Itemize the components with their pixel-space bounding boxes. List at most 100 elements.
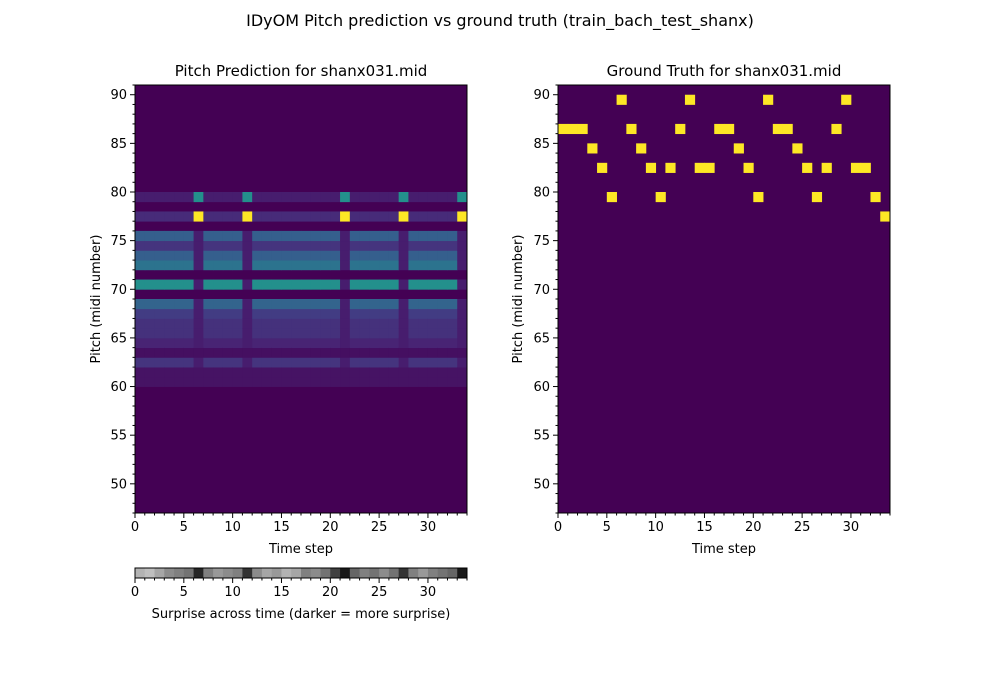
prediction-cell — [232, 318, 243, 329]
prediction-cell — [281, 328, 292, 339]
prediction-cell — [183, 357, 194, 368]
prediction-cell — [291, 308, 302, 319]
prediction-cell — [222, 318, 234, 329]
prediction-cell — [154, 250, 165, 261]
prediction-cell — [330, 279, 341, 290]
prediction-cell — [252, 260, 263, 271]
prediction-cell — [369, 347, 380, 358]
ground-truth-note — [724, 123, 735, 135]
surprise-cell — [301, 568, 312, 578]
prediction-cell — [222, 347, 234, 358]
prediction-cell — [135, 308, 146, 319]
prediction-cell — [232, 299, 243, 310]
prediction-cell — [310, 230, 321, 242]
prediction-cell — [437, 328, 448, 339]
prediction-cell — [222, 192, 234, 203]
prediction-cell — [349, 347, 360, 358]
prediction-cell — [437, 230, 448, 242]
prediction-cell — [291, 192, 302, 203]
prediction-cell — [398, 211, 409, 222]
prediction-cell — [301, 308, 312, 319]
prediction-cell — [398, 367, 409, 378]
prediction-cell — [437, 308, 448, 319]
prediction-cell — [291, 299, 302, 310]
prediction-cell — [408, 279, 419, 290]
prediction-cell — [281, 230, 292, 242]
prediction-cell — [242, 299, 253, 310]
prediction-cell — [437, 250, 448, 261]
prediction-cell — [418, 347, 429, 358]
prediction-cell — [457, 211, 468, 222]
surprise-cell — [418, 568, 429, 578]
x-tick-label: 0 — [554, 520, 562, 535]
prediction-cell — [447, 367, 458, 378]
prediction-cell — [144, 299, 155, 310]
prediction-cell — [340, 192, 351, 203]
x-tick-label: 30 — [843, 520, 860, 535]
prediction-cell — [388, 367, 400, 378]
ground-truth-note — [684, 94, 696, 105]
y-tick-label: 65 — [533, 331, 550, 346]
prediction-cell — [154, 347, 165, 358]
prediction-cell — [349, 299, 360, 310]
prediction-cell — [310, 337, 321, 349]
prediction-cell — [359, 279, 370, 290]
prediction-cell — [301, 250, 312, 261]
prediction-cell — [193, 347, 204, 358]
prediction-cell — [222, 337, 234, 349]
prediction-cell — [447, 211, 458, 222]
prediction-cell — [144, 240, 155, 251]
prediction-cell — [330, 250, 341, 261]
prediction-cell — [174, 376, 185, 387]
ground-truth-note — [880, 211, 891, 222]
prediction-cell — [418, 376, 429, 387]
prediction-cell — [261, 279, 273, 290]
prediction-cell — [369, 230, 380, 242]
prediction-cell — [310, 192, 321, 203]
prediction-cell — [252, 328, 263, 339]
prediction-cell — [330, 230, 341, 242]
prediction-cell — [154, 240, 165, 251]
surprise-cell — [398, 568, 409, 578]
ground-truth-note — [567, 123, 578, 135]
ground-truth-note — [714, 123, 725, 135]
prediction-cell — [349, 376, 360, 387]
prediction-cell — [340, 376, 351, 387]
prediction-cell — [359, 328, 370, 339]
prediction-cell — [379, 318, 390, 329]
surprise-cell — [174, 568, 185, 578]
prediction-cell — [271, 337, 282, 349]
prediction-cell — [174, 260, 185, 271]
prediction-cell — [310, 357, 321, 368]
prediction-cell — [232, 240, 243, 251]
ground-truth-note — [753, 192, 764, 203]
prediction-cell — [154, 318, 165, 329]
prediction-cell — [349, 240, 360, 251]
prediction-heatmap — [135, 85, 468, 513]
prediction-cell — [222, 308, 234, 319]
y-tick-label: 55 — [533, 429, 550, 444]
prediction-cell — [222, 299, 234, 310]
prediction-cell — [174, 211, 185, 222]
surprise-cell — [291, 568, 302, 578]
prediction-cell — [359, 240, 370, 251]
surprise-strip — [135, 568, 468, 578]
y-tick-label: 50 — [533, 477, 550, 492]
prediction-cell — [164, 347, 175, 358]
prediction-cell — [242, 260, 253, 271]
prediction-cell — [369, 192, 380, 203]
prediction-cell — [301, 299, 312, 310]
prediction-cell — [174, 318, 185, 329]
prediction-cell — [379, 367, 390, 378]
surprise-cell — [340, 568, 351, 578]
prediction-cell — [418, 230, 429, 242]
prediction-cell — [252, 357, 263, 368]
prediction-cell — [242, 328, 253, 339]
prediction-cell — [144, 230, 155, 242]
prediction-cell — [437, 318, 448, 329]
prediction-cell — [349, 337, 360, 349]
prediction-cell — [144, 279, 155, 290]
prediction-cell — [193, 357, 204, 368]
prediction-cell — [144, 328, 155, 339]
prediction-cell — [222, 230, 234, 242]
